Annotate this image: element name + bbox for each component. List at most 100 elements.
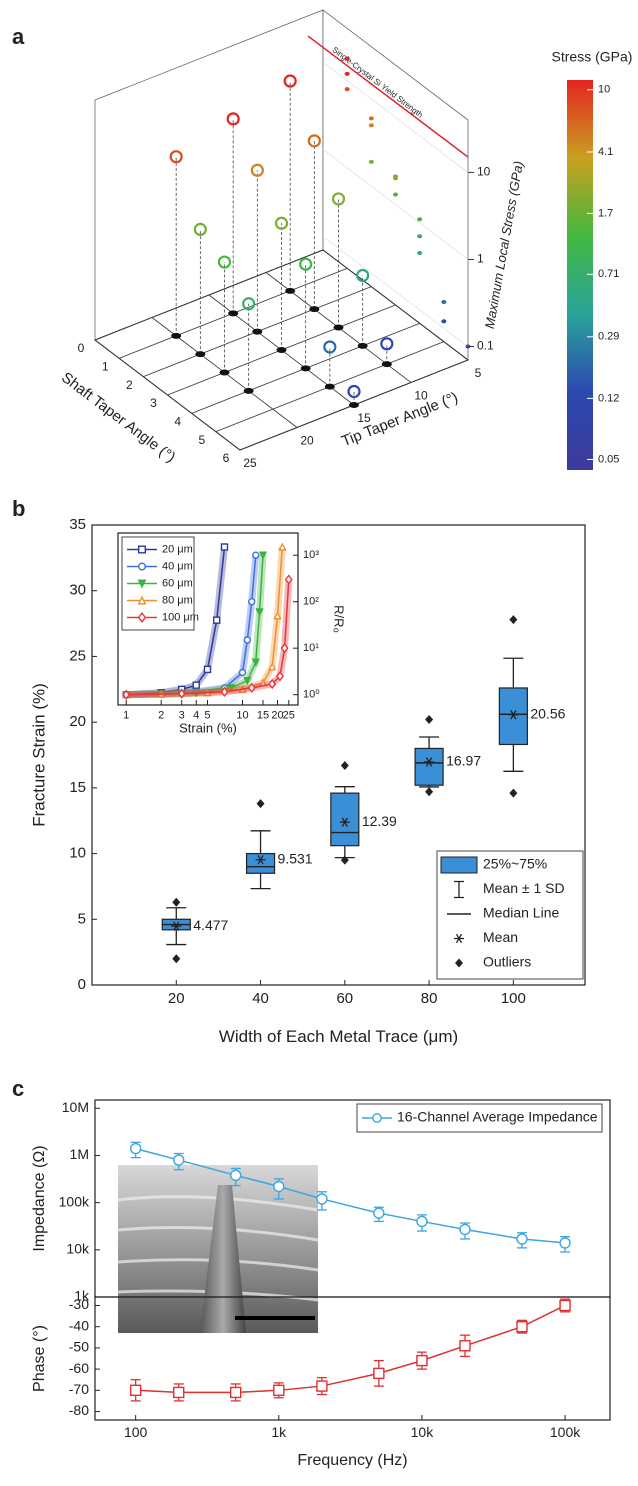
floor-grid-line [94, 249, 324, 341]
marker [137, 545, 146, 554]
y-tick-label: -30 [69, 1296, 89, 1312]
point [331, 192, 346, 206]
legend-label: Mean ± 1 SD [483, 880, 565, 896]
colorbar-label: Stress (GPa) [552, 49, 633, 65]
marker [220, 686, 229, 698]
marker [273, 1384, 285, 1397]
marker [280, 643, 289, 654]
point [226, 112, 240, 126]
wall-projection [344, 71, 350, 76]
z-tick-label: 0.1 [477, 339, 494, 353]
legend-outlier-icon [455, 958, 463, 968]
floor-dot [195, 351, 206, 358]
marker [220, 543, 229, 551]
x-tick-label: 10 [414, 389, 428, 403]
floor-dot [309, 306, 320, 313]
marker [248, 597, 256, 606]
marker [268, 678, 277, 690]
y-tick-label: 15 [69, 779, 86, 796]
colorbar-tick-label: 0.71 [598, 268, 619, 280]
x-tick-label: 25 [283, 709, 295, 721]
wall-projection [368, 116, 374, 121]
wall-grid-line [322, 236, 469, 347]
wall-grid-line [322, 149, 469, 260]
point [217, 255, 232, 269]
wall-projection [393, 174, 398, 179]
wall-projection [393, 192, 398, 197]
mean-marker [508, 710, 519, 720]
marker [268, 662, 277, 671]
marker [278, 542, 287, 551]
colorbar-tick-label: 1.7 [598, 207, 613, 219]
mean-label: 20.56 [530, 705, 565, 721]
outlier [256, 799, 265, 809]
x-tick-label: 100 [501, 990, 526, 1007]
marker [230, 1169, 242, 1182]
marker [284, 574, 293, 585]
colorbar-tick-label: 0.05 [598, 453, 619, 465]
marker [227, 684, 236, 693]
y-tick-label: 4 [174, 415, 181, 429]
y-tick-label: 5 [198, 433, 205, 447]
marker [459, 1340, 471, 1352]
marker [559, 1237, 571, 1249]
point [193, 222, 207, 236]
outlier [172, 897, 181, 907]
floor-dot [333, 324, 344, 331]
point [307, 134, 321, 148]
marker [416, 1354, 428, 1367]
wall-projection [368, 123, 374, 128]
floor-dot [300, 365, 311, 372]
marker [373, 1207, 385, 1219]
marker [129, 1142, 142, 1155]
box [498, 687, 528, 746]
x-tick-label: 100 [124, 1424, 148, 1440]
y-axis-label: Fracture Strain (%) [29, 683, 48, 827]
wall-projection [417, 217, 423, 222]
marker [252, 551, 260, 559]
y-tick-label: -50 [69, 1339, 89, 1355]
z-axis-label: Maximum Local Stress (GPa) [482, 160, 526, 330]
panel-label: a [12, 24, 25, 49]
y-tick-label: 2 [126, 378, 133, 392]
z-tick-label: 10 [477, 165, 491, 179]
x-tick-label: 1 [123, 709, 129, 721]
wall-grid-line [322, 62, 469, 173]
marker [137, 562, 146, 571]
marker [243, 676, 252, 686]
y-tick-label: 35 [69, 516, 86, 533]
y-tick-label: 20 [69, 713, 86, 730]
x-tick-label: 20 [271, 709, 283, 721]
outlier [425, 715, 434, 725]
marker [177, 688, 186, 699]
wall-projection [417, 234, 423, 239]
y-axis-label: Impedance (Ω) [31, 1145, 48, 1251]
plot-frame [117, 532, 299, 706]
floor-dot [228, 310, 239, 317]
marker [559, 1299, 571, 1312]
x-tick-label: 100k [550, 1424, 581, 1440]
wall-projection [465, 344, 471, 349]
x-tick-label: 5 [475, 366, 482, 380]
marker [516, 1233, 528, 1245]
floor-dot [381, 361, 392, 368]
y-tick-label: 10 [69, 845, 86, 862]
marker [255, 608, 264, 617]
x-tick-label: 5 [204, 709, 210, 721]
legend-label: 20 μm [162, 543, 193, 555]
legend-label: Median Line [483, 905, 559, 921]
marker [316, 1193, 328, 1205]
plot-frame [94, 1296, 611, 1421]
line [135, 1147, 566, 1244]
legend-whisker-icon [454, 880, 464, 899]
x-tick-label: 20 [300, 434, 314, 448]
sem-image [117, 1165, 319, 1333]
x-axis-label: Width of Each Metal Trace (μm) [219, 1027, 458, 1046]
y-tick-label: 25 [69, 647, 86, 664]
y-axis-label: Phase (°) [31, 1325, 48, 1392]
mean-marker [339, 817, 350, 827]
point [347, 384, 361, 399]
plot-frame [91, 524, 586, 986]
wall-projection [344, 87, 350, 92]
